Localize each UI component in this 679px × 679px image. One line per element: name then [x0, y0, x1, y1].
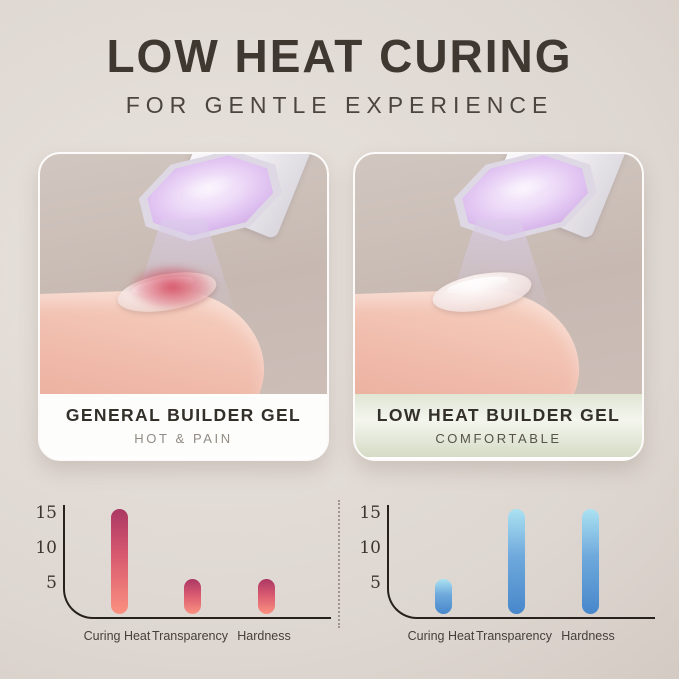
x-label-curing-heat: Curing Heat [83, 629, 151, 643]
bar-transparency [183, 579, 201, 614]
bar-curing-heat [434, 579, 452, 614]
x-label-curing-heat: Curing Heat [407, 629, 475, 643]
bar-curing-heat [110, 509, 128, 614]
x-label-hardness: Hardness [561, 629, 615, 643]
y-tick-10: 10 [359, 538, 381, 558]
chart-divider [338, 500, 340, 628]
nail-shine [446, 273, 511, 297]
panel-label: GENERAL BUILDER GEL [65, 405, 302, 425]
panel-label: LOW HEAT BUILDER GEL [376, 405, 621, 425]
header: LOW HEAT CURING FOR GENTLE EXPERIENCE [0, 0, 679, 119]
caption-low-heat-builder-gel: LOW HEAT BUILDER GEL COMFORTABLE [355, 394, 642, 457]
page-title: LOW HEAT CURING [106, 30, 573, 82]
photo-low-heat-gel-curing [355, 154, 642, 394]
x-axis-labels: Curing Heat Transparency Hardness [63, 629, 329, 647]
panel-sublabel: COMFORTABLE [435, 431, 562, 446]
bar-hardness [581, 509, 599, 614]
panel-low-heat-builder-gel: LOW HEAT BUILDER GEL COMFORTABLE [353, 152, 644, 461]
panel-general-builder-gel: GENERAL BUILDER GEL HOT & PAIN [38, 152, 329, 461]
bar-transparency [507, 509, 525, 614]
x-label-transparency: Transparency [152, 629, 228, 643]
photo-general-gel-curing [40, 154, 327, 394]
y-tick-5: 5 [46, 573, 57, 593]
chart-general-builder-gel: 5 10 15 Curing Heat Transparency Hardness [17, 497, 339, 655]
x-label-hardness: Hardness [237, 629, 291, 643]
heat-pain-glow [114, 257, 230, 318]
y-tick-15: 15 [359, 503, 381, 523]
y-tick-15: 15 [35, 503, 57, 523]
bar-hardness [257, 579, 275, 614]
y-tick-5: 5 [370, 573, 381, 593]
panel-sublabel: HOT & PAIN [134, 431, 233, 446]
plot-area: 5 10 15 [359, 505, 655, 619]
chart-low-heat-builder-gel: 5 10 15 Curing Heat Transparency Hardness [341, 497, 663, 655]
x-label-transparency: Transparency [476, 629, 552, 643]
plot-area: 5 10 15 [35, 505, 331, 619]
caption-general-builder-gel: GENERAL BUILDER GEL HOT & PAIN [40, 394, 327, 457]
x-axis-labels: Curing Heat Transparency Hardness [387, 629, 653, 647]
y-tick-10: 10 [35, 538, 57, 558]
page-subtitle: FOR GENTLE EXPERIENCE [125, 92, 554, 118]
